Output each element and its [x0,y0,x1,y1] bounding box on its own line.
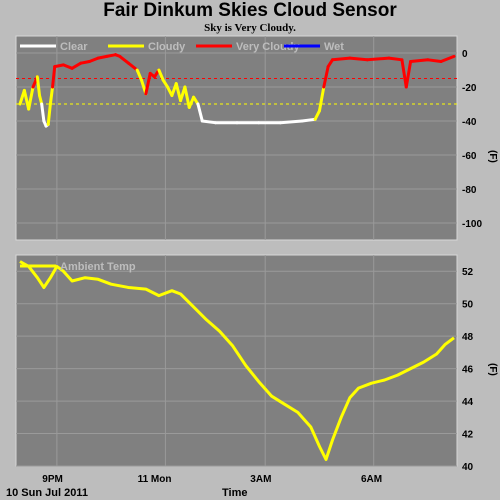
sky-segment [409,58,430,63]
x-tick-label: 6AM [361,474,382,485]
x-tick-labels: 9PM 11 Mon 3AM 6AM [42,474,382,485]
x-axis-label: Time [222,487,247,499]
sky-segment [70,61,83,70]
sky-temperature-line [18,53,456,128]
sky-thresholds [16,78,457,105]
sky-segment [387,56,404,62]
sky-segment [183,85,191,109]
sky-legend: Clear Cloudy Very Cloudy Wet [20,41,344,53]
sky-plot-area [15,35,458,241]
x-tick-label: 3AM [250,474,271,485]
sky-segment [127,61,139,72]
y-tick-label: 50 [462,300,474,311]
sky-segment [118,54,130,65]
sky-segment [313,109,321,121]
y-tick-label: -100 [462,219,482,230]
sky-segment [135,68,144,82]
x-tick-label: 9PM [42,474,63,485]
ambient-series-line [19,260,455,461]
sky-status: Sky is Very Cloudy. [204,22,296,34]
ambient-temperature-line [19,260,455,461]
ambient-y-ticks: 52 50 48 46 44 42 40 [462,267,474,473]
ambient-legend: Ambient Temp [20,261,136,273]
sky-segment [200,119,217,125]
sky-segment [278,119,304,125]
y-tick-label: -40 [462,117,477,128]
ambient-y-unit: (F) [487,363,498,376]
sky-segment [35,75,42,97]
sky-segment [365,56,391,62]
sky-segment [439,54,456,63]
sky-segment [40,102,46,123]
y-tick-label: 48 [462,332,474,343]
sky-segment [174,82,183,103]
sky-segment [61,63,74,70]
legend-label: Very Cloudy [236,41,300,53]
sky-segment [300,117,317,123]
sky-segment [27,85,35,111]
sky-segment [348,56,369,62]
legend-label: Ambient Temp [60,261,136,273]
sky-segment [87,56,100,63]
y-tick-label: 0 [462,49,468,60]
sky-segment [330,56,352,62]
ambient-plot-area [15,254,458,467]
sky-segment [196,102,204,123]
sky-segment [426,58,443,63]
sky-segment [317,85,326,113]
sky-segment [157,68,165,82]
ambient-panel: 52 50 48 46 44 42 40 Ambient Temp (F) [15,254,498,473]
chart-title: Fair Dinkum Skies Cloud Sensor [103,0,397,21]
ambient-grid [16,255,457,467]
sky-y-unit: (F) [487,150,498,163]
sky-segment [404,60,413,89]
sky-segment [322,65,330,89]
sky-segment [48,85,55,106]
sky-segment [51,65,57,89]
y-tick-label: 40 [462,462,474,473]
y-tick-label: 46 [462,365,474,376]
y-tick-label: 44 [462,397,474,408]
y-tick-label: -80 [462,185,477,196]
date-label: 10 Sun Jul 2011 [6,487,88,499]
x-tick-label: 11 Mon [138,474,172,485]
legend-label: Clear [60,41,88,53]
sky-segment [144,71,152,96]
y-tick-label: 42 [462,430,474,441]
y-tick-label: 52 [462,267,474,278]
sky-panel: 0 -20 -40 -60 -80 -100 Clear Cloudy Very Cloudy… [15,35,498,241]
sky-y-ticks: 0 -20 -40 -60 -80 -100 [462,49,482,230]
legend-label: Cloudy [148,41,186,53]
sky-segment [46,102,52,126]
sky-grid [16,36,457,240]
y-tick-label: -60 [462,151,477,162]
legend-label: Wet [324,41,344,53]
sky-segment [187,95,196,109]
y-tick-label: -20 [462,83,477,94]
